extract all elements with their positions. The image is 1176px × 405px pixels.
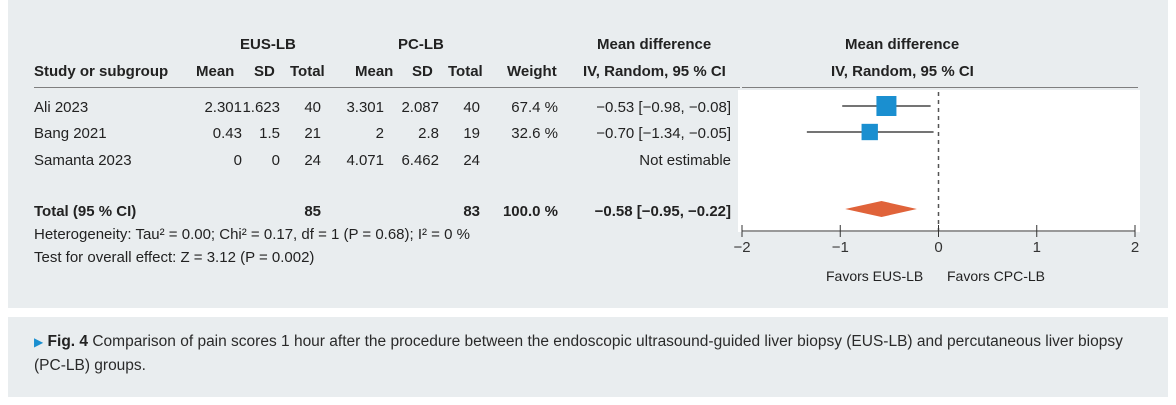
study-name: Ali 2023 (34, 99, 89, 116)
header-rule (34, 87, 740, 88)
sd2-cell: 2.087 (401, 99, 439, 116)
md-right-header-2: IV, Random, 95 % CI (831, 63, 974, 80)
pooled-diamond (845, 201, 917, 217)
sd2-cell: 6.462 (401, 152, 439, 169)
x-tick-label: −1 (832, 239, 849, 256)
study-square (861, 123, 878, 141)
total1-cell: 40 (304, 99, 321, 116)
mean1-cell: 0.43 (212, 125, 242, 142)
md-right-header-1: Mean difference (845, 36, 960, 53)
x-tick-label: 1 (1033, 239, 1041, 256)
study-header: Study or subgroup (34, 63, 169, 80)
study-square (876, 96, 897, 116)
sd1-cell: 0 (271, 152, 280, 169)
sd1-cell: 1.5 (259, 125, 280, 142)
total2-header: Total (448, 63, 483, 80)
total-n2: 83 (463, 203, 480, 220)
heterogeneity-text: Heterogeneity: Tau² = 0.00; Chi² = 0.17,… (34, 226, 470, 243)
weight-header: Weight (507, 63, 557, 80)
ci-cell: −0.53 [−0.98, −0.08] (596, 99, 731, 116)
total1-header: Total (290, 63, 325, 80)
md-left-header-2: IV, Random, 95 % CI (583, 63, 726, 80)
figure-caption: ▶ Fig. 4 Comparison of pain scores 1 hou… (34, 330, 1154, 378)
favors-left-label: Favors EUS-LB (826, 268, 924, 284)
plot-area (738, 90, 1140, 232)
total2-cell: 40 (463, 99, 480, 116)
overall-effect-text: Test for overall effect: Z = 3.12 (P = 0… (34, 249, 315, 266)
group2-header: PC-LB (398, 36, 444, 53)
favors-right-label: Favors CPC-LB (947, 268, 1046, 284)
x-tick-label: 0 (934, 239, 942, 256)
total1-cell: 21 (304, 125, 321, 142)
ci-cell: Not estimable (639, 152, 731, 169)
total-n1: 85 (304, 203, 321, 220)
caption-text: Comparison of pain scores 1 hour after t… (34, 333, 1123, 374)
mean2-header: Mean (355, 63, 394, 80)
x-tick-label: 2 (1131, 239, 1139, 256)
total2-cell: 19 (463, 125, 480, 142)
mean2-cell: 3.301 (346, 99, 384, 116)
mean2-cell: 2 (375, 125, 384, 142)
mean1-cell: 2.301 (204, 99, 242, 116)
study-name: Samanta 2023 (34, 152, 132, 169)
mean2-cell: 4.071 (346, 152, 384, 169)
mean1-cell: 0 (233, 152, 242, 169)
sd2-cell: 2.8 (418, 125, 439, 142)
weight-cell: 67.4 % (511, 99, 558, 116)
total2-cell: 24 (463, 152, 480, 169)
sd1-header: SD (254, 63, 275, 80)
mean1-header: Mean (196, 63, 235, 80)
md-left-header-1: Mean difference (597, 36, 712, 53)
ci-cell: −0.70 [−1.34, −0.05] (596, 125, 731, 142)
sd1-cell: 1.623 (242, 99, 280, 116)
header-rule-right (742, 87, 1138, 88)
figure-number: Fig. 4 (47, 333, 89, 350)
total1-cell: 24 (304, 152, 321, 169)
study-name: Bang 2021 (34, 125, 107, 142)
group1-header: EUS-LB (240, 36, 296, 53)
caption-box (8, 317, 1168, 397)
total-weight: 100.0 % (502, 203, 558, 220)
caption-marker-icon: ▶ (34, 335, 44, 349)
weight-cell: 32.6 % (511, 125, 558, 142)
total-ci: −0.58 [−0.95, −0.22] (594, 203, 731, 220)
sd2-header: SD (412, 63, 433, 80)
x-tick-label: −2 (733, 239, 750, 256)
forest-plot: −2 −1 0 1 2 (733, 92, 1139, 256)
total-label: Total (95 % CI) (34, 203, 137, 220)
